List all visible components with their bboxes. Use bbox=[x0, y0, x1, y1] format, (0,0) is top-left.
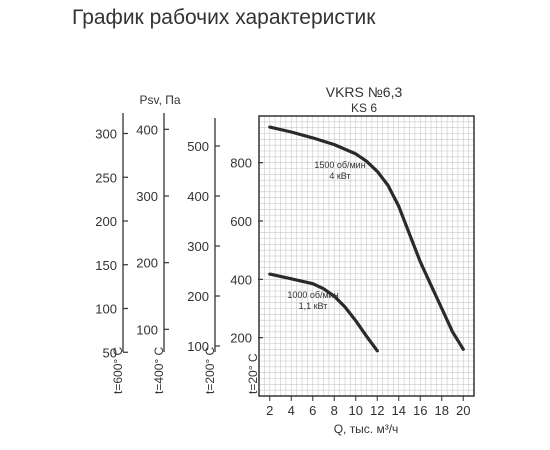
x-tick-label: 14 bbox=[392, 403, 406, 418]
temperature-axis-label: t=600° C bbox=[111, 347, 125, 394]
temperature-axis-tick-label: 400 bbox=[136, 122, 158, 137]
y-tick-label: 200 bbox=[230, 331, 252, 346]
temperature-axes: 50 100 150 200 250 300 t=600° C 100 200 300 400 t=4… bbox=[95, 113, 263, 394]
temperature-axis-tick-label: 200 bbox=[136, 256, 158, 271]
x-tick-label: 2 bbox=[266, 403, 273, 418]
y-tick-label: 600 bbox=[230, 214, 252, 229]
temperature-axis-tick-label: 100 bbox=[136, 322, 158, 337]
temperature-axis-tick-label: 250 bbox=[95, 170, 117, 185]
y-axis-label: Psv, Па bbox=[139, 93, 180, 107]
x-axis-label: Q, тыс. м³/ч bbox=[334, 422, 399, 436]
temperature-axis-tick-label: 50 bbox=[103, 345, 117, 360]
temperature-axis-label: t=20° C bbox=[246, 353, 260, 394]
x-tick-label: 4 bbox=[288, 403, 295, 418]
grid bbox=[259, 116, 474, 396]
temperature-axis-tick-label: 200 bbox=[187, 289, 209, 304]
series-label-1: 1500 об/мин bbox=[314, 160, 365, 170]
x-tick-label: 6 bbox=[309, 403, 316, 418]
series-line-2 bbox=[268, 272, 379, 353]
x-tick-label: 16 bbox=[413, 403, 427, 418]
x-tick-label: 18 bbox=[435, 403, 449, 418]
plot-frame bbox=[258, 115, 475, 397]
temperature-axis-tick-label: 300 bbox=[187, 239, 209, 254]
temperature-axis-tick-label: 400 bbox=[187, 189, 209, 204]
series-label-2: 1,1 кВт bbox=[299, 301, 328, 311]
temperature-axis-tick-label: 100 bbox=[95, 302, 117, 317]
chart-subtitle: KS 6 bbox=[351, 101, 377, 115]
series-label-1: 4 кВт bbox=[329, 171, 350, 181]
y-tick-label: 800 bbox=[230, 156, 252, 171]
temperature-axis-tick-label: 500 bbox=[187, 139, 209, 154]
temperature-axis-tick-label: 300 bbox=[95, 127, 117, 142]
temperature-axis-tick-label: 200 bbox=[95, 214, 117, 229]
series-line-1 bbox=[268, 125, 465, 351]
x-tick-label: 20 bbox=[456, 403, 470, 418]
temperature-axis-tick-label: 150 bbox=[95, 258, 117, 273]
y-tick-label: 400 bbox=[230, 272, 252, 287]
x-tick-label: 10 bbox=[349, 403, 363, 418]
x-tick-label: 12 bbox=[370, 403, 384, 418]
ticks: 2 4 6 8 10 12 14 16 18 20 200 400 600 800 bbox=[230, 156, 470, 418]
temperature-axis-tick-label: 300 bbox=[136, 189, 158, 204]
temperature-axis-label: t=400° C bbox=[152, 347, 166, 394]
temperature-axis-tick-label: 100 bbox=[187, 339, 209, 354]
x-tick-label: 8 bbox=[331, 403, 338, 418]
temperature-axis-label: t=200° C bbox=[203, 347, 217, 394]
chart-title: VKRS №6,3 bbox=[326, 84, 403, 100]
series-label-2: 1000 об/мин bbox=[287, 290, 338, 300]
page-title: График рабочих характеристик bbox=[72, 6, 376, 29]
